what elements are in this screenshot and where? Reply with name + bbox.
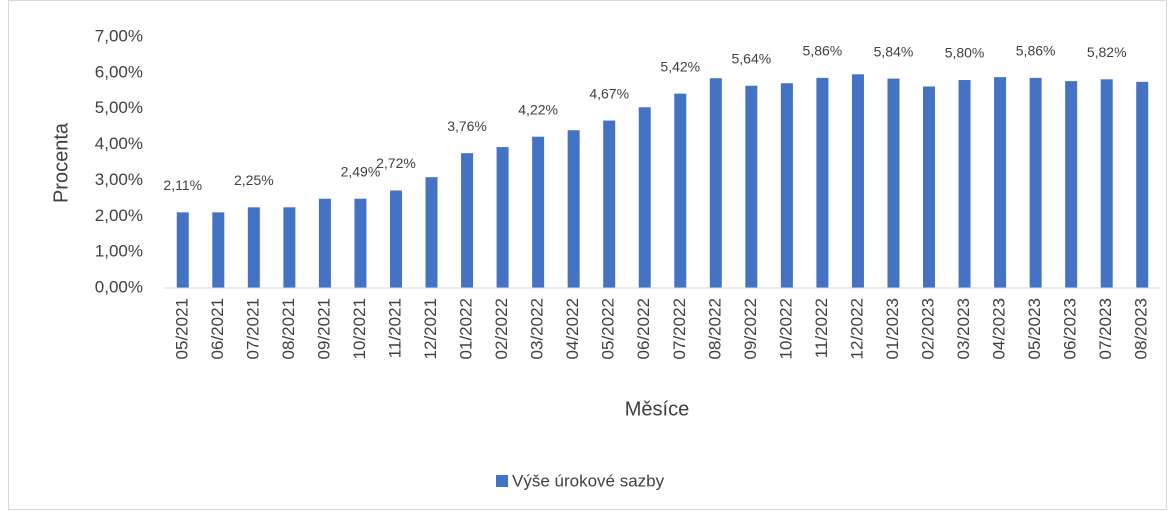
- x-tick-label: 05/2022: [599, 298, 618, 359]
- x-tick-label: 10/2022: [776, 298, 795, 359]
- bar: [923, 86, 936, 289]
- x-tick-label: 05/2023: [1025, 298, 1044, 359]
- data-label: 2,49%: [341, 163, 381, 179]
- data-label: 3,76%: [447, 118, 487, 134]
- x-tick-label: 01/2022: [457, 298, 476, 359]
- y-tick-label: 2,00%: [95, 206, 143, 225]
- y-axis-title: Procenta: [50, 122, 72, 203]
- x-tick-label: 06/2022: [634, 298, 653, 359]
- x-tick-label: 02/2022: [492, 298, 511, 359]
- x-tick-label: 06/2021: [208, 298, 227, 359]
- x-tick-label: 06/2023: [1061, 298, 1080, 359]
- bar: [816, 77, 829, 289]
- bar: [354, 198, 367, 288]
- data-label: 5,80%: [945, 45, 985, 61]
- bar: [638, 107, 651, 288]
- y-tick-label: 0,00%: [95, 277, 143, 296]
- data-label: 2,11%: [163, 177, 202, 193]
- x-tick-label: 11/2022: [812, 298, 831, 358]
- x-tick-label: 10/2021: [350, 298, 369, 359]
- x-tick-label: 08/2022: [705, 298, 724, 359]
- x-tick-label: 07/2021: [243, 298, 262, 359]
- bar: [318, 198, 331, 288]
- bar: [496, 147, 509, 288]
- x-tick-label: 05/2021: [172, 298, 191, 359]
- data-label: 2,25%: [234, 172, 274, 188]
- bar: [1065, 81, 1078, 289]
- x-tick-label: 09/2022: [741, 298, 760, 359]
- x-tick-label: 03/2022: [528, 298, 547, 359]
- x-tick-label: 07/2022: [670, 298, 689, 359]
- bar: [532, 136, 545, 288]
- data-label: 5,64%: [731, 50, 771, 66]
- data-label: 2,72%: [376, 155, 416, 171]
- x-tick-label: 08/2023: [1132, 298, 1151, 359]
- bar: [247, 207, 260, 288]
- x-tick-label: 11/2021: [385, 298, 404, 358]
- data-label: 5,86%: [803, 43, 843, 59]
- x-tick-label: 04/2023: [990, 298, 1009, 359]
- bar: [283, 207, 296, 288]
- x-tick-label: 04/2022: [563, 298, 582, 359]
- bar: [567, 130, 580, 288]
- bar: [994, 77, 1007, 288]
- bar: [958, 80, 971, 289]
- bar: [176, 212, 189, 288]
- x-tick-label: 12/2022: [847, 298, 866, 359]
- data-label: 5,42%: [660, 58, 700, 74]
- bar: [851, 74, 864, 288]
- data-label: 5,82%: [1087, 44, 1127, 60]
- bar: [745, 85, 758, 288]
- y-tick-label: 7,00%: [95, 26, 143, 45]
- x-tick-label: 07/2023: [1096, 298, 1115, 359]
- bar: [389, 190, 402, 288]
- bar: [887, 78, 900, 288]
- data-label: 5,86%: [1016, 43, 1056, 59]
- x-tick-label: 01/2023: [883, 298, 902, 359]
- y-tick-label: 5,00%: [95, 98, 143, 117]
- bar: [461, 153, 474, 288]
- data-label: 4,67%: [589, 85, 629, 101]
- y-tick-label: 6,00%: [95, 62, 143, 81]
- y-tick-label: 3,00%: [95, 170, 143, 189]
- bar: [1029, 77, 1042, 289]
- bar: [603, 120, 616, 288]
- legend-swatch: [496, 475, 508, 487]
- bar: [709, 78, 722, 288]
- bar: [780, 83, 793, 289]
- x-axis-title: Měsíce: [625, 398, 689, 420]
- x-tick-label: 02/2023: [919, 298, 938, 359]
- y-tick-label: 1,00%: [95, 242, 143, 261]
- bar: [212, 212, 225, 288]
- x-tick-label: 09/2021: [314, 298, 333, 359]
- x-tick-label: 03/2023: [954, 298, 973, 359]
- bar: [1100, 79, 1113, 288]
- x-tick-label: 12/2021: [421, 298, 440, 359]
- bar: [425, 177, 438, 288]
- bar: [1136, 81, 1149, 288]
- data-label: 4,22%: [518, 101, 558, 117]
- x-tick-label: 08/2021: [279, 298, 298, 359]
- bar: [674, 93, 687, 288]
- legend-label: Výše úrokové sazby: [512, 471, 665, 490]
- y-tick-label: 4,00%: [95, 134, 143, 153]
- data-label: 5,84%: [874, 43, 914, 59]
- chart-frame: [8, 0, 1167, 510]
